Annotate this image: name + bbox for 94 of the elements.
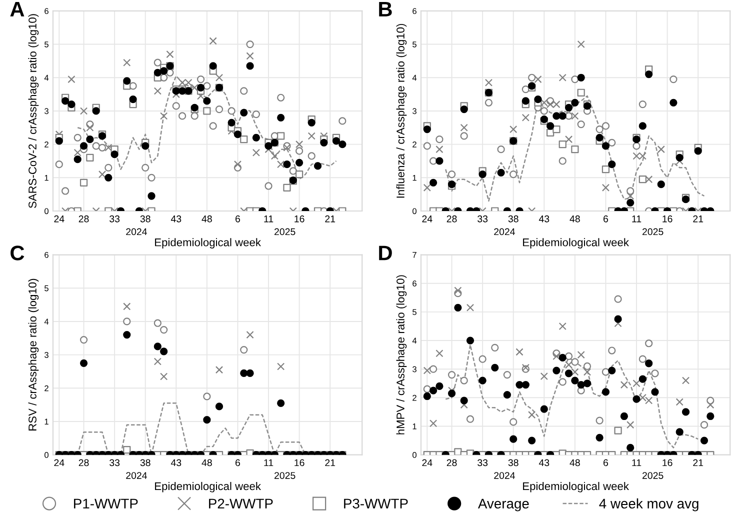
y-tick-label: 6 [412,280,416,286]
x-tick-label: 28 [446,215,457,222]
x-tick-label: 28 [78,215,89,222]
text: 2024 [494,228,515,236]
x-tick-label: 38 [140,215,150,222]
x-tick-label: 48 [570,459,580,466]
x-axis-title: Epidemiological week [155,238,261,248]
y-tick-label: 3 [412,366,416,372]
x-tick-label: 16 [294,459,304,466]
x-tick-label: 38 [508,215,518,222]
x-tick-label: 11 [632,216,642,222]
y-axis-title: SARS-CoV-2 / crAssphage ratio (log10) [28,14,39,208]
y-tick-label: 3 [44,108,48,114]
y-tick-label: 2 [44,385,48,392]
x-tick-label: 11 [264,216,274,222]
y-tick-label: 5 [412,42,416,48]
x-tick-label: 38 [140,459,150,466]
x-tick-label: 6 [604,459,608,466]
x-tick-label: 11 [264,459,274,466]
x-tick-label: 48 [570,215,580,222]
x-tick-label: 43 [538,459,550,466]
x-tick-label: 28 [78,459,89,466]
x-tick-label: 38 [508,459,518,466]
y-tick-label: 0 [44,208,48,214]
y-tick-label: 1 [44,418,48,425]
legend-label: 4 week mov avg [599,498,698,512]
y-tick-label: 0 [44,452,48,458]
text: 2025 [642,472,664,479]
y-axis-title: hMPV / crAssphage ratio (log10) [396,275,407,434]
x-tick-label: 6 [236,215,240,222]
y-tick-label: 1 [412,174,416,181]
x-tick-label: 16 [662,215,672,222]
x-axis-title: Epidemiological week [523,238,629,248]
y-tick-label: 3 [412,108,416,114]
x-tick-label: 24 [422,215,432,222]
x-tick-label: 6 [604,215,608,222]
x-tick-label: 16 [662,459,672,466]
y-tick-label: 4 [44,318,49,324]
x-tick-label: 21 [325,215,336,222]
chart-title: B [379,2,392,16]
x-tick-label: 48 [202,459,212,466]
x-tick-label: 43 [170,459,182,466]
chart-title: A [10,2,24,16]
y-tick-label: 6 [412,8,416,14]
chart-title: D [379,246,392,260]
text: 2025 [274,472,296,479]
legend-label: P2-WWTP [209,498,273,508]
y-axis-title: RSV / crAssphage ratio (log10) [28,278,39,430]
y-tick-label: 0 [412,452,416,458]
text: 2024 [126,472,147,479]
x-axis-title: Epidemiological week [523,482,629,492]
x-tick-label: 21 [325,459,336,466]
y-tick-label: 5 [412,309,416,316]
text: 2025 [642,228,664,236]
y-tick-label: 1 [44,174,48,181]
x-tick-label: 16 [294,215,304,222]
y-tick-label: 4 [412,338,417,344]
y-tick-label: 4 [44,74,49,81]
x-tick-label: 11 [632,459,642,466]
y-tick-label: 5 [44,42,48,48]
text: 2025 [274,228,296,236]
x-tick-label: 33 [110,215,120,222]
y-axis-title: Influenza / crAssphage ratio (log10) [396,24,407,198]
y-tick-label: 2 [412,394,416,401]
y-tick-label: 2 [44,142,48,148]
legend-label: P3-WWTP [344,498,408,509]
x-tick-label: 24 [54,459,64,466]
x-tick-label: 24 [54,215,64,222]
x-tick-label: 33 [478,459,488,466]
x-tick-label: 43 [170,215,182,222]
x-tick-label: 33 [478,215,488,222]
y-tick-label: 6 [44,8,48,14]
y-tick-label: 7 [412,252,416,258]
x-tick-label: 24 [422,459,432,466]
x-tick-label: 6 [236,459,240,466]
x-tick-label: 33 [110,459,120,466]
x-tick-label: 21 [693,215,704,222]
x-axis-title: Epidemiological week [155,482,261,492]
text: 2024 [494,472,515,479]
y-tick-label: 6 [44,252,48,258]
y-tick-label: 2 [412,142,416,148]
x-tick-label: 21 [693,459,704,466]
legend-label: P1-WWTP [74,498,138,508]
y-tick-label: 5 [44,285,48,292]
y-tick-label: 0 [412,208,416,214]
legend-label: Average [478,498,529,512]
x-tick-label: 28 [446,459,457,466]
y-tick-label: 4 [412,74,417,81]
chart-title: C [10,246,24,260]
y-tick-label: 1 [412,424,416,430]
x-tick-label: 48 [202,215,212,222]
x-tick-label: 43 [538,215,550,222]
y-tick-label: 3 [44,352,48,358]
text: 2024 [126,228,147,236]
